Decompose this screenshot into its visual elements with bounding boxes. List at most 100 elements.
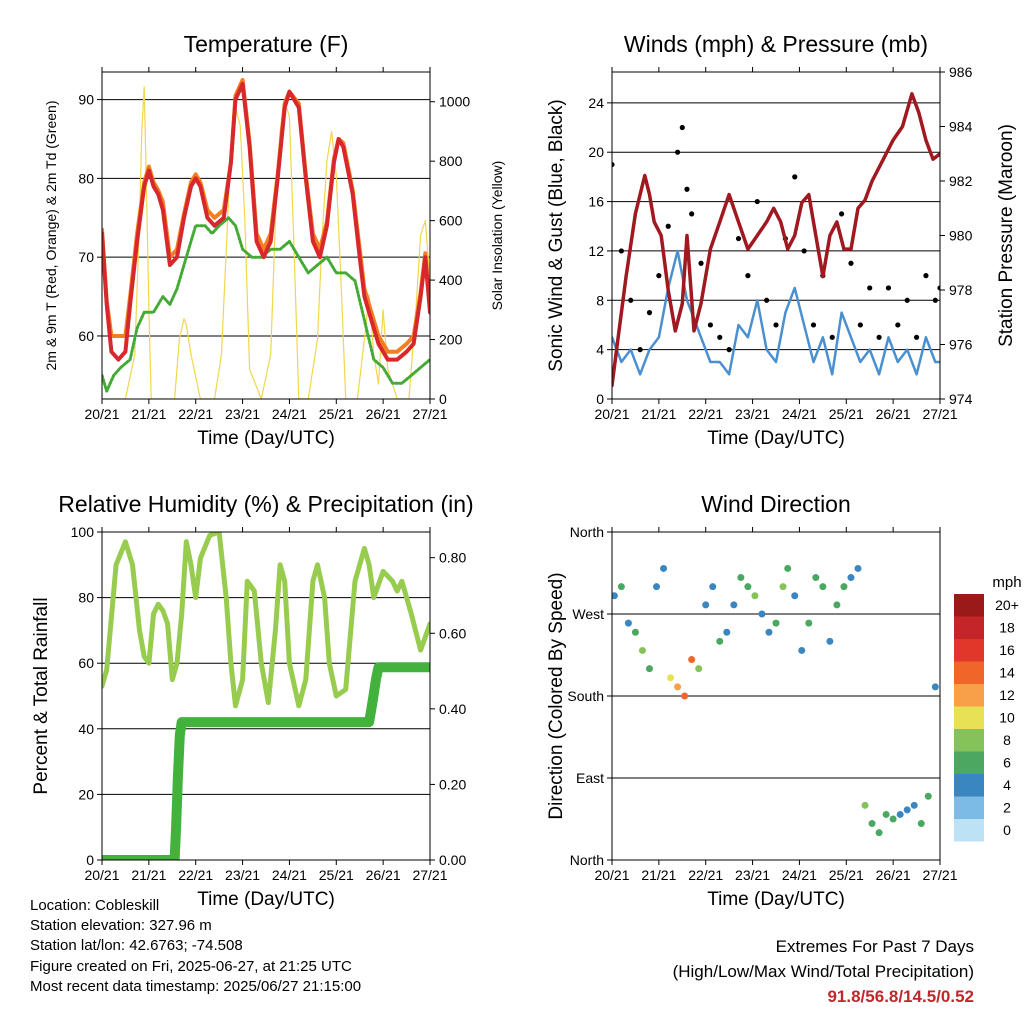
wdir-ylabel: Direction (Colored By Speed) xyxy=(546,572,567,819)
temp-xtick-label: 26/21 xyxy=(366,406,401,422)
colorbar-swatch xyxy=(954,639,984,662)
wdir-point xyxy=(791,592,799,600)
wdir-point xyxy=(805,619,813,627)
colorbar-swatch xyxy=(954,684,984,707)
wind-ytick-right-label: 986 xyxy=(949,64,973,80)
temp-ytick-label: 60 xyxy=(78,328,94,344)
wdir-xtick-label: 23/21 xyxy=(735,867,770,883)
rh-xtick-label: 27/21 xyxy=(412,867,447,883)
gust-point xyxy=(764,297,770,303)
td-line xyxy=(102,216,430,393)
wdir-point xyxy=(847,574,855,582)
temp-chart: 60 70 80 90 0 200 400 600 800 1000 20/21 21/21 22/21… xyxy=(43,31,505,449)
temp-xtick-label: 24/21 xyxy=(272,406,307,422)
rh-xtick-label: 25/21 xyxy=(319,867,354,883)
temp-xtick-label: 27/21 xyxy=(412,406,447,422)
temp-frame xyxy=(101,71,431,400)
gust-point xyxy=(754,198,760,205)
wdir-point xyxy=(931,683,939,691)
rh-ytick-right-label: 0.00 xyxy=(439,852,466,868)
gust-point xyxy=(646,310,653,316)
gust-point xyxy=(867,285,873,291)
rh-ylabel: Percent & Total Rainfall xyxy=(31,597,52,794)
wind-ylabel-right: Station Pressure (Maroon) xyxy=(996,124,1017,347)
wind-ytick-label: 24 xyxy=(588,95,604,111)
wdir-point xyxy=(744,583,752,591)
gust-point xyxy=(679,124,685,131)
temp-series-group xyxy=(102,77,430,399)
wind-ytick-label: 16 xyxy=(588,194,604,210)
gust-point xyxy=(684,186,690,192)
wdir-point xyxy=(723,628,731,636)
temp-xtick-label: 23/21 xyxy=(225,406,260,422)
gust-point xyxy=(618,248,624,254)
colorbar-label: 6 xyxy=(1003,755,1011,771)
t2m-line xyxy=(102,81,430,362)
latlon-text: Station lat/lon: 42.6763; -74.508 xyxy=(30,937,243,955)
wdir-point xyxy=(882,810,890,818)
wdir-point xyxy=(868,820,876,828)
wdir-point xyxy=(674,683,682,691)
location-text: Location: Cobleskill xyxy=(30,897,160,914)
wdir-point xyxy=(617,583,625,591)
rh-xtick-label: 20/21 xyxy=(84,867,119,883)
wdir-point xyxy=(924,792,932,800)
gust-point xyxy=(665,223,671,229)
wdir-point xyxy=(709,583,717,591)
wind-ylabel: Sonic Wind & Gust (Blue, Black) xyxy=(546,99,567,371)
colorbar-label: 18 xyxy=(999,620,1015,636)
created-text: Figure created on Fri, 2025-06-27, at 21… xyxy=(30,957,352,975)
wind-xtick-label: 24/21 xyxy=(782,406,817,422)
rh-ytick-right-label: 0.80 xyxy=(439,550,466,566)
colorbar-label: 16 xyxy=(999,642,1015,658)
colorbar-swatch xyxy=(954,729,984,752)
wdir-xtick-label: 26/21 xyxy=(876,867,911,883)
wdir-point xyxy=(779,583,787,591)
gust-point xyxy=(848,260,854,266)
gust-point xyxy=(895,322,901,328)
temp-xtick-label: 22/21 xyxy=(178,406,213,422)
colorbar-label: 8 xyxy=(1003,732,1011,748)
wdir-point xyxy=(889,815,897,823)
colorbar-label: 20+ xyxy=(995,597,1019,613)
wdir-series-group xyxy=(612,564,939,837)
wind-xtick-label: 25/21 xyxy=(829,406,864,422)
wind-xtick-label: 21/21 xyxy=(641,406,676,422)
wdir-xtick-label: 22/21 xyxy=(688,867,723,883)
gust-point xyxy=(932,297,938,303)
wdir-ytick-label: North xyxy=(570,852,604,868)
temp-title: Temperature (F) xyxy=(184,31,349,57)
colorbar-swatch xyxy=(954,774,984,797)
wind-ytick-right-label: 984 xyxy=(949,119,973,135)
wdir-point xyxy=(631,628,639,636)
wdir-point xyxy=(875,829,883,837)
rh-ytick-right-label: 0.60 xyxy=(439,625,466,641)
wind-ytick-label: 12 xyxy=(588,243,604,259)
wdir-point xyxy=(612,592,618,600)
wdir-point xyxy=(903,806,911,814)
wdir-point xyxy=(653,583,661,591)
gust-point xyxy=(689,211,695,217)
rh-ytick-label: 0 xyxy=(86,852,94,868)
wdir-point xyxy=(681,692,689,700)
recent-text: Most recent data timestamp: 2025/06/27 2… xyxy=(30,977,362,995)
wind-ytick-right-label: 978 xyxy=(949,282,973,298)
wdir-point xyxy=(917,820,925,828)
wdir-ytick-label: North xyxy=(570,524,604,540)
gust-point xyxy=(707,322,714,328)
rh-xtick-label: 22/21 xyxy=(178,867,213,883)
wind-xtick-label: 22/21 xyxy=(688,406,723,422)
wdir-xtick-label: 27/21 xyxy=(922,867,957,883)
precip-line xyxy=(102,662,430,860)
wind-series-group xyxy=(612,92,940,388)
temp-ytick-right-label: 400 xyxy=(439,272,463,288)
rh-xtick-label: 24/21 xyxy=(272,867,307,883)
temp-ytick-right-label: 600 xyxy=(439,213,463,229)
colorbar-swatch xyxy=(954,616,984,639)
wind-ytick-right-label: 982 xyxy=(949,173,973,189)
rh-ytick-label: 20 xyxy=(78,786,94,802)
colorbar-label: 0 xyxy=(1003,822,1011,838)
rh-line xyxy=(102,532,430,709)
wdir-point xyxy=(854,564,862,572)
